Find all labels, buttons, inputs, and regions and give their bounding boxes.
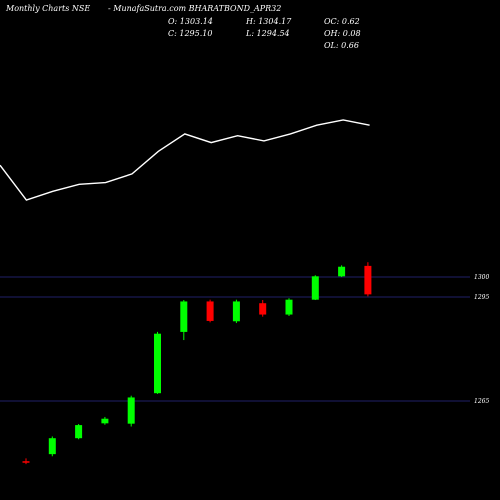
candle-body bbox=[180, 301, 188, 332]
candle-body bbox=[22, 461, 30, 463]
ohlc-oh: OH: 0.08 bbox=[324, 29, 361, 38]
y-tick-1300: 1300 bbox=[474, 274, 489, 281]
chart-source: Monthly Charts NSE bbox=[6, 4, 91, 13]
ohlc-high: H: 1304.17 bbox=[246, 17, 292, 26]
candlestick-panel bbox=[22, 262, 372, 465]
candle-body bbox=[259, 303, 267, 315]
indicator-line-panel bbox=[0, 119, 370, 201]
indicator-line bbox=[0, 119, 370, 201]
y-tick-1265: 1265 bbox=[474, 398, 489, 405]
candle-body bbox=[154, 333, 161, 394]
candle-body bbox=[311, 276, 319, 300]
candle-body bbox=[206, 301, 214, 321]
price-grid: 1300 1295 1265 bbox=[0, 274, 489, 405]
ohlc-ol: OL: 0.66 bbox=[324, 41, 359, 50]
candle-body bbox=[232, 301, 240, 322]
ohlc-close: C: 1295.10 bbox=[168, 29, 213, 38]
y-tick-1295: 1295 bbox=[474, 294, 489, 301]
candle-body bbox=[48, 438, 56, 455]
ohlc-open: O: 1303.14 bbox=[168, 17, 213, 26]
ohlc-low: L: 1294.54 bbox=[246, 29, 290, 38]
candle-body bbox=[127, 397, 135, 424]
chart-symbol: - MunafaSutra.com BHARATBOND_APR32 bbox=[108, 4, 282, 13]
ohlc-oc: OC: 0.62 bbox=[324, 17, 360, 26]
candle-body bbox=[75, 425, 83, 439]
candle-body bbox=[285, 299, 293, 315]
candle-body bbox=[101, 418, 109, 424]
candle-body bbox=[364, 265, 372, 295]
candle-body bbox=[338, 266, 346, 277]
